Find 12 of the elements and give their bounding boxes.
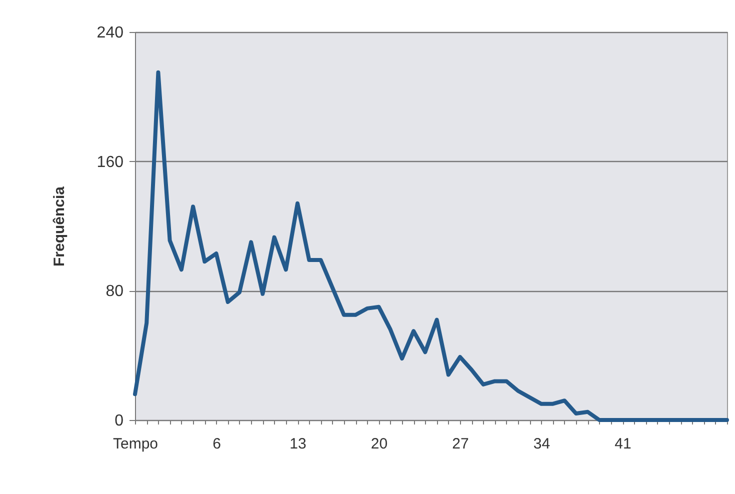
y-tick-label: 0	[114, 412, 124, 430]
x-tick-label: 6	[212, 436, 221, 452]
y-tick-label: 160	[96, 154, 124, 171]
x-tick-label: 20	[370, 436, 388, 452]
x-tick-label: 27	[452, 436, 469, 452]
x-tick-label: 34	[533, 436, 550, 452]
y-tick-label: 80	[106, 283, 124, 300]
y-axis-title: Frequência	[50, 186, 68, 267]
x-tick-label: 13	[290, 436, 306, 452]
x-tick-label: 41	[614, 436, 632, 452]
x-tick-label: Tempo	[112, 436, 158, 452]
y-tick-label: 240	[96, 24, 124, 42]
